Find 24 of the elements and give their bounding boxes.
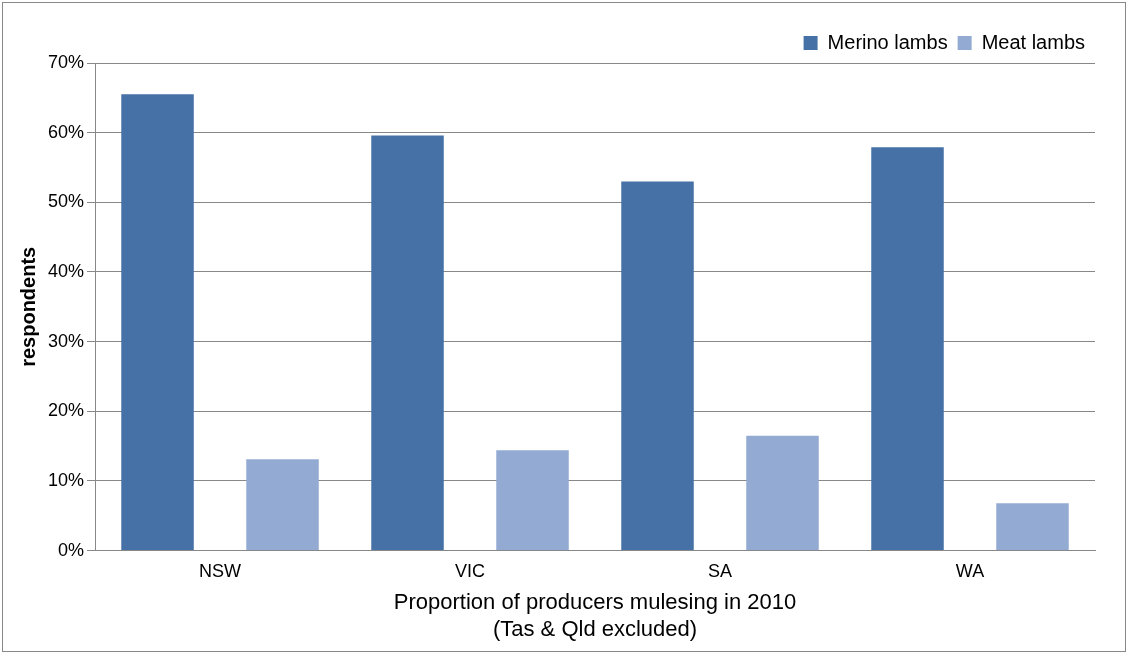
y-tick-label: 40% xyxy=(48,260,85,281)
legend-label: Meat lambs xyxy=(981,30,1086,53)
y-tick-label: 10% xyxy=(48,469,85,490)
bar xyxy=(246,459,319,551)
y-tick-label: 50% xyxy=(48,191,85,212)
y-tick-label: 30% xyxy=(48,330,85,351)
bar xyxy=(496,450,569,551)
x-tick-label: VIC xyxy=(455,561,486,582)
y-tick-label: 60% xyxy=(48,121,85,142)
y-tick-label: 0% xyxy=(58,539,85,560)
bar xyxy=(121,94,194,551)
x-tick-label: NSW xyxy=(199,561,242,582)
y-tick-label: 20% xyxy=(48,400,85,421)
y-tick-label: 70% xyxy=(48,51,85,72)
x-axis-title: Proportion of producers mulesing in 2010 (Tas & Qld excluded) xyxy=(393,589,797,641)
x-tick-label: WA xyxy=(955,561,985,582)
bar xyxy=(746,435,819,551)
bar xyxy=(371,135,444,551)
x-tick-label: SA xyxy=(708,561,733,582)
bar xyxy=(871,147,944,551)
legend-label: Merino lambs xyxy=(827,30,948,53)
y-axis-title: respondents xyxy=(16,246,39,367)
bar xyxy=(621,181,694,551)
bar xyxy=(996,503,1069,551)
